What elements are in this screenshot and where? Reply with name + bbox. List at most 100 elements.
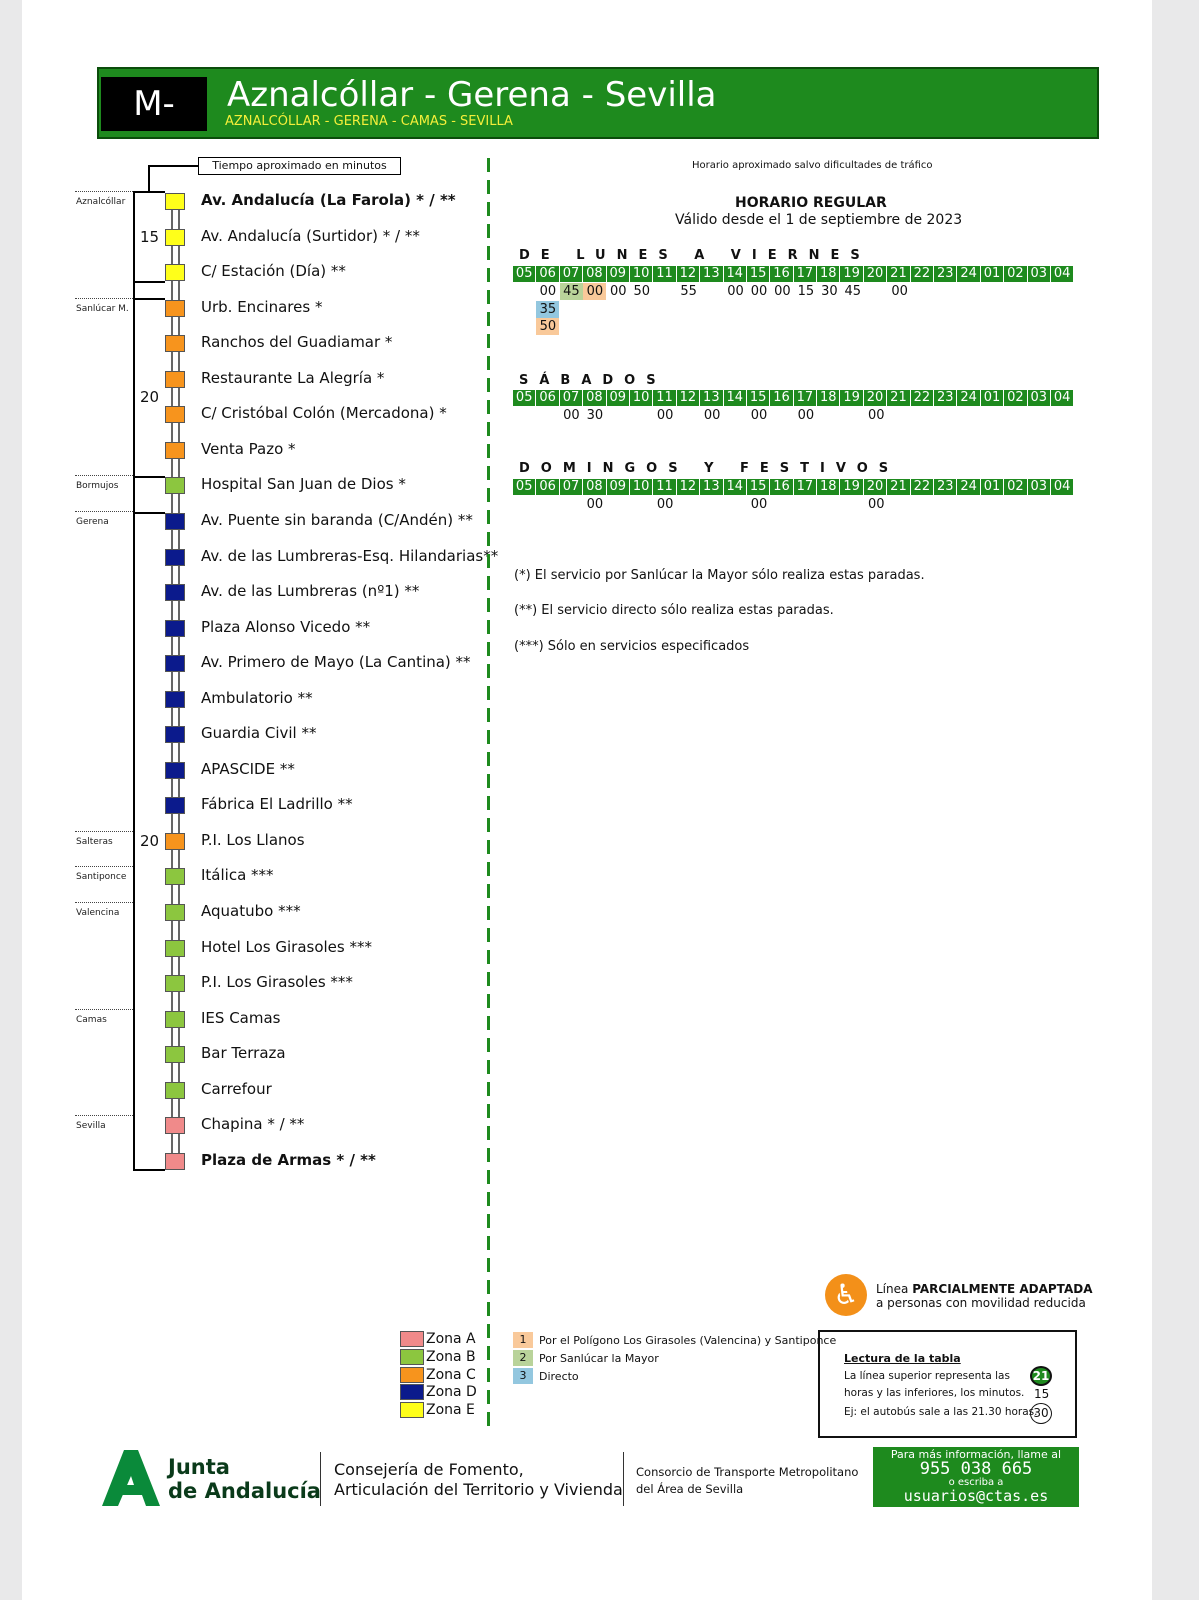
municipality-label: Salteras xyxy=(76,836,113,847)
accessibility-line1: Línea PARCIALMENTE ADAPTADA xyxy=(876,1282,1092,1296)
municipality-divider xyxy=(75,297,133,299)
stop-marker xyxy=(165,1152,185,1170)
municipality-divider xyxy=(75,510,133,512)
stop-marker xyxy=(165,1010,185,1028)
stop-marker xyxy=(165,370,185,388)
hour-cell: 13 xyxy=(700,479,724,495)
hour-cell: 07 xyxy=(559,266,584,282)
divider xyxy=(487,158,490,1434)
hour-cell: 06 xyxy=(536,479,560,495)
hour-cell: 17 xyxy=(793,266,818,282)
accessibility-prefix: Línea xyxy=(876,1282,913,1296)
hour-cell: 12 xyxy=(676,266,701,282)
municipality-divider xyxy=(75,830,133,832)
note-3: (***) Sólo en servicios especificados xyxy=(514,639,750,654)
municipality-divider xyxy=(75,191,133,192)
contact-line2: o escriba a xyxy=(948,1477,1004,1488)
hour-cell: 15 xyxy=(746,479,771,495)
hour-cell: 15 xyxy=(746,390,771,406)
minute-cell: 00 xyxy=(867,497,885,512)
hour-cell: 19 xyxy=(840,390,864,406)
traffic-note: Horario aproximado salvo dificultades de… xyxy=(692,160,933,171)
minute-cell: 00 xyxy=(867,408,885,423)
hour-cell: 08 xyxy=(583,390,607,406)
note-2: (**) El servicio directo sólo realiza es… xyxy=(514,603,834,618)
hour-cell: 18 xyxy=(817,266,841,282)
hour-cell: 22 xyxy=(910,390,935,406)
zone-label: Zona E xyxy=(426,1402,475,1419)
hour-cell: 22 xyxy=(910,266,935,282)
route-number: 1 xyxy=(513,1332,533,1348)
example-hour: 21 xyxy=(1030,1366,1052,1386)
hour-cell: 12 xyxy=(676,390,701,406)
footer-divider-2 xyxy=(623,1452,624,1506)
stop-name: Venta Pazo * xyxy=(201,439,296,458)
line-header: M-176 Aznalcóllar - Gerena - Sevilla AZN… xyxy=(97,67,1099,178)
hour-cell: 03 xyxy=(1027,390,1051,406)
hour-cell: 01 xyxy=(980,390,1005,406)
zone-legend-item: Zona D xyxy=(400,1384,477,1401)
hour-cell: 23 xyxy=(934,266,958,282)
stop-marker xyxy=(165,939,185,957)
consorcio-1: Consorcio de Transporte Metropolitano xyxy=(636,1465,859,1479)
hour-cell: 09 xyxy=(606,390,630,406)
note-1: (*) El servicio por Sanlúcar la Mayor só… xyxy=(514,568,925,583)
time-mark: 20 xyxy=(140,387,160,406)
minute-cell: 00 xyxy=(750,497,768,512)
stop-name: P.I. Los Llanos xyxy=(201,830,305,849)
consejeria-1: Consejería de Fomento, xyxy=(334,1460,524,1479)
zone-swatch xyxy=(400,1402,424,1419)
accessibility-strong: PARCIALMENTE ADAPTADA xyxy=(912,1282,1093,1296)
stop-marker xyxy=(165,228,185,246)
minute-cell: 45 xyxy=(559,283,583,300)
zone-legend-item: Zona C xyxy=(400,1366,476,1383)
stop-name: Chapina * / ** xyxy=(201,1115,305,1134)
stop-marker xyxy=(165,584,185,602)
stop-name: Plaza Alonso Vicedo ** xyxy=(201,617,371,636)
bracket-seg xyxy=(133,476,165,478)
hour-cell: 06 xyxy=(536,266,560,282)
bracket-top-connector xyxy=(148,165,198,167)
municipality-label: Sanlúcar M. xyxy=(76,303,129,314)
contact-phone[interactable]: 955 038 665 xyxy=(919,1459,1033,1479)
time-mark: 15 xyxy=(140,227,160,246)
schedule-valid: Válido desde el 1 de septiembre de 2023 xyxy=(675,212,963,228)
minute-cell: 00 xyxy=(539,284,557,299)
hour-row: 05 06 07 08 09 10 11 12 13 14 15 16 17 18 19 20 21 22 23 24… xyxy=(513,479,1075,495)
contact-email[interactable]: usuarios@ctas.es xyxy=(903,1487,1049,1505)
hour-cell: 04 xyxy=(1050,479,1075,495)
municipality-label: Valencina xyxy=(76,908,120,918)
municipality-label: Bormujos xyxy=(76,481,119,492)
stop-name: Av. Puente sin baranda (C/Andén) ** xyxy=(201,510,473,529)
line-subtitle: AZNALCÓLLAR - GERENA - CAMAS - SEVILLA xyxy=(225,114,513,129)
time-label: Tiempo aproximado en minutos xyxy=(198,157,401,175)
lectura-line3: Ej: el autobús sale a las 21.30 horas. xyxy=(844,1406,1038,1418)
hour-cell: 05 xyxy=(513,390,537,406)
stop-marker xyxy=(165,619,185,637)
hour-cell: 02 xyxy=(1004,479,1028,495)
hour-cell: 23 xyxy=(934,390,958,406)
hour-cell: 24 xyxy=(957,479,981,495)
minute-cell: 00 xyxy=(891,284,908,299)
minute-cell: 35 xyxy=(536,300,560,318)
minute-cell: 00 xyxy=(774,284,791,299)
hour-cell: 14 xyxy=(723,479,747,495)
municipality-divider xyxy=(75,1008,133,1010)
hour-cell: 20 xyxy=(863,266,888,282)
hour-cell: 05 xyxy=(513,479,537,495)
stop-marker xyxy=(165,264,185,282)
zone-legend-item: Zona B xyxy=(400,1348,476,1365)
stop-name: Av. de las Lumbreras-Esq. Hilandarias** xyxy=(201,546,499,565)
stop-marker xyxy=(165,761,185,779)
consorcio-2: del Área de Sevilla xyxy=(636,1482,744,1496)
hour-cell: 10 xyxy=(629,479,654,495)
hour-cell: 21 xyxy=(887,479,911,495)
hour-cell: 13 xyxy=(700,266,724,282)
hour-cell: 18 xyxy=(817,390,841,406)
hour-cell: 10 xyxy=(629,390,654,406)
hour-cell: 14 xyxy=(723,390,747,406)
stop-name: Av. Andalucía (Surtidor) * / ** xyxy=(201,226,420,245)
hour-cell: 17 xyxy=(793,390,818,406)
hour-cell: 21 xyxy=(887,390,911,406)
municipality-divider xyxy=(75,902,133,903)
